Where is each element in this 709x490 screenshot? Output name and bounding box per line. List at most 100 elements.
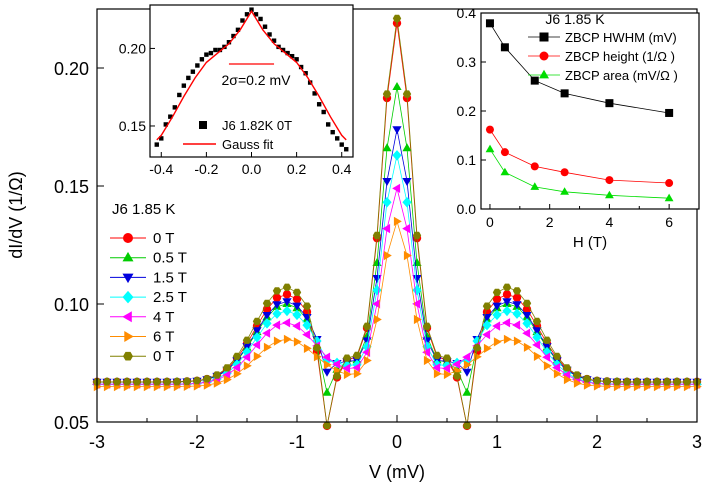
data-point (342, 363, 351, 374)
data-point (282, 298, 292, 307)
data-point (672, 378, 682, 386)
data-point (402, 90, 412, 98)
y-tick-label: 0.20 (119, 40, 146, 56)
data-point (403, 250, 412, 261)
data-point (402, 197, 412, 208)
data-point (372, 299, 381, 309)
data-point (562, 364, 572, 372)
data-point (602, 377, 612, 386)
data-point (330, 129, 335, 135)
data-point (232, 363, 241, 373)
data-point (343, 369, 352, 380)
data-point (163, 122, 168, 127)
data-point (382, 143, 392, 152)
legend-marker (539, 32, 549, 42)
series-1: ZBCP HWHM (mV) (485, 19, 677, 117)
legend-marker (122, 273, 134, 284)
data-point (392, 82, 402, 90)
data-point (195, 63, 200, 68)
data-point (353, 369, 362, 379)
data-point (532, 327, 542, 336)
data-point (500, 167, 510, 176)
data-point (412, 275, 422, 283)
data-point (532, 332, 542, 343)
data-point (323, 360, 332, 370)
data-point (192, 377, 202, 385)
x-tick-label: 0.2 (287, 161, 307, 177)
data-point (393, 216, 402, 226)
legend-label: ZBCP height (1/Ω ) (565, 49, 675, 64)
data-point (483, 343, 492, 353)
data-point (154, 142, 159, 147)
data-point (592, 377, 602, 385)
data-point (292, 288, 302, 296)
data-point (322, 422, 332, 430)
data-point (462, 387, 472, 396)
data-point (612, 378, 622, 386)
data-point (267, 32, 272, 37)
data-point (222, 364, 232, 372)
data-point (280, 47, 286, 53)
legend-label: ZBCP HWHM (mV) (565, 30, 677, 45)
data-point (332, 359, 341, 369)
data-point (502, 305, 512, 317)
data-point (298, 64, 304, 70)
y-tick-label: 0.15 (119, 118, 146, 134)
data-point (560, 89, 569, 98)
data-point (652, 378, 662, 386)
data-point (412, 299, 421, 309)
y-tick-label: 0.2 (457, 103, 477, 119)
series-2: ZBCP height (1/Ω ) (485, 49, 675, 188)
data-point (272, 301, 282, 310)
series-3: ZBCP area (mV/Ω ) (485, 68, 678, 202)
y-tick-label: 0.0 (457, 201, 477, 217)
legend-label: 1.5 T (153, 269, 187, 286)
data-point (132, 378, 142, 386)
data-point (325, 122, 331, 127)
data-point (552, 352, 562, 360)
data-point (293, 337, 302, 347)
data-point (503, 334, 512, 344)
main-plot: -3 -2 -1 0 1 2 30.050.100.150.20V (mV)dI/dV (1… (6, 8, 702, 482)
data-point (382, 178, 392, 186)
sigma-annotation: 2σ=0.2 mV (222, 72, 292, 88)
data-point (199, 57, 205, 62)
data-point (502, 298, 512, 307)
legend-marker (124, 331, 134, 342)
data-point (335, 136, 340, 141)
gauss-fit-line (156, 9, 347, 141)
data-point (282, 318, 291, 328)
y-tick-label: 0.3 (457, 54, 477, 70)
data-point (262, 299, 272, 307)
data-point (492, 309, 502, 321)
data-point (493, 337, 502, 347)
data-point (512, 308, 522, 319)
data-point (342, 354, 352, 362)
main-legend: J6 1.85 K 0 T 0.5 T 1.5 T 2.5 T 4 T 6 T 0 T (110, 201, 187, 365)
data-point (321, 109, 326, 115)
data-point (244, 12, 250, 17)
data-point (243, 361, 252, 371)
data-point (213, 47, 218, 53)
data-point (423, 355, 432, 366)
data-point (665, 179, 674, 188)
x-tick-label: 0.4 (332, 161, 352, 177)
y-tick-label: 0.15 (54, 177, 89, 197)
x-tick-label: -0.2 (194, 161, 218, 177)
data-point (262, 24, 268, 29)
data-point (492, 321, 501, 331)
legend-marker (123, 351, 133, 361)
data-point (485, 125, 494, 134)
data-point (292, 309, 302, 321)
data-point (392, 14, 402, 23)
data-point (372, 231, 382, 240)
data-point (372, 258, 382, 266)
data-point (522, 318, 532, 329)
data-point (112, 378, 122, 386)
data-point (462, 422, 472, 430)
data-point (162, 378, 172, 386)
legend-marker (539, 69, 549, 79)
data-point (500, 148, 509, 157)
data-point (492, 288, 502, 296)
data-point (530, 76, 539, 85)
